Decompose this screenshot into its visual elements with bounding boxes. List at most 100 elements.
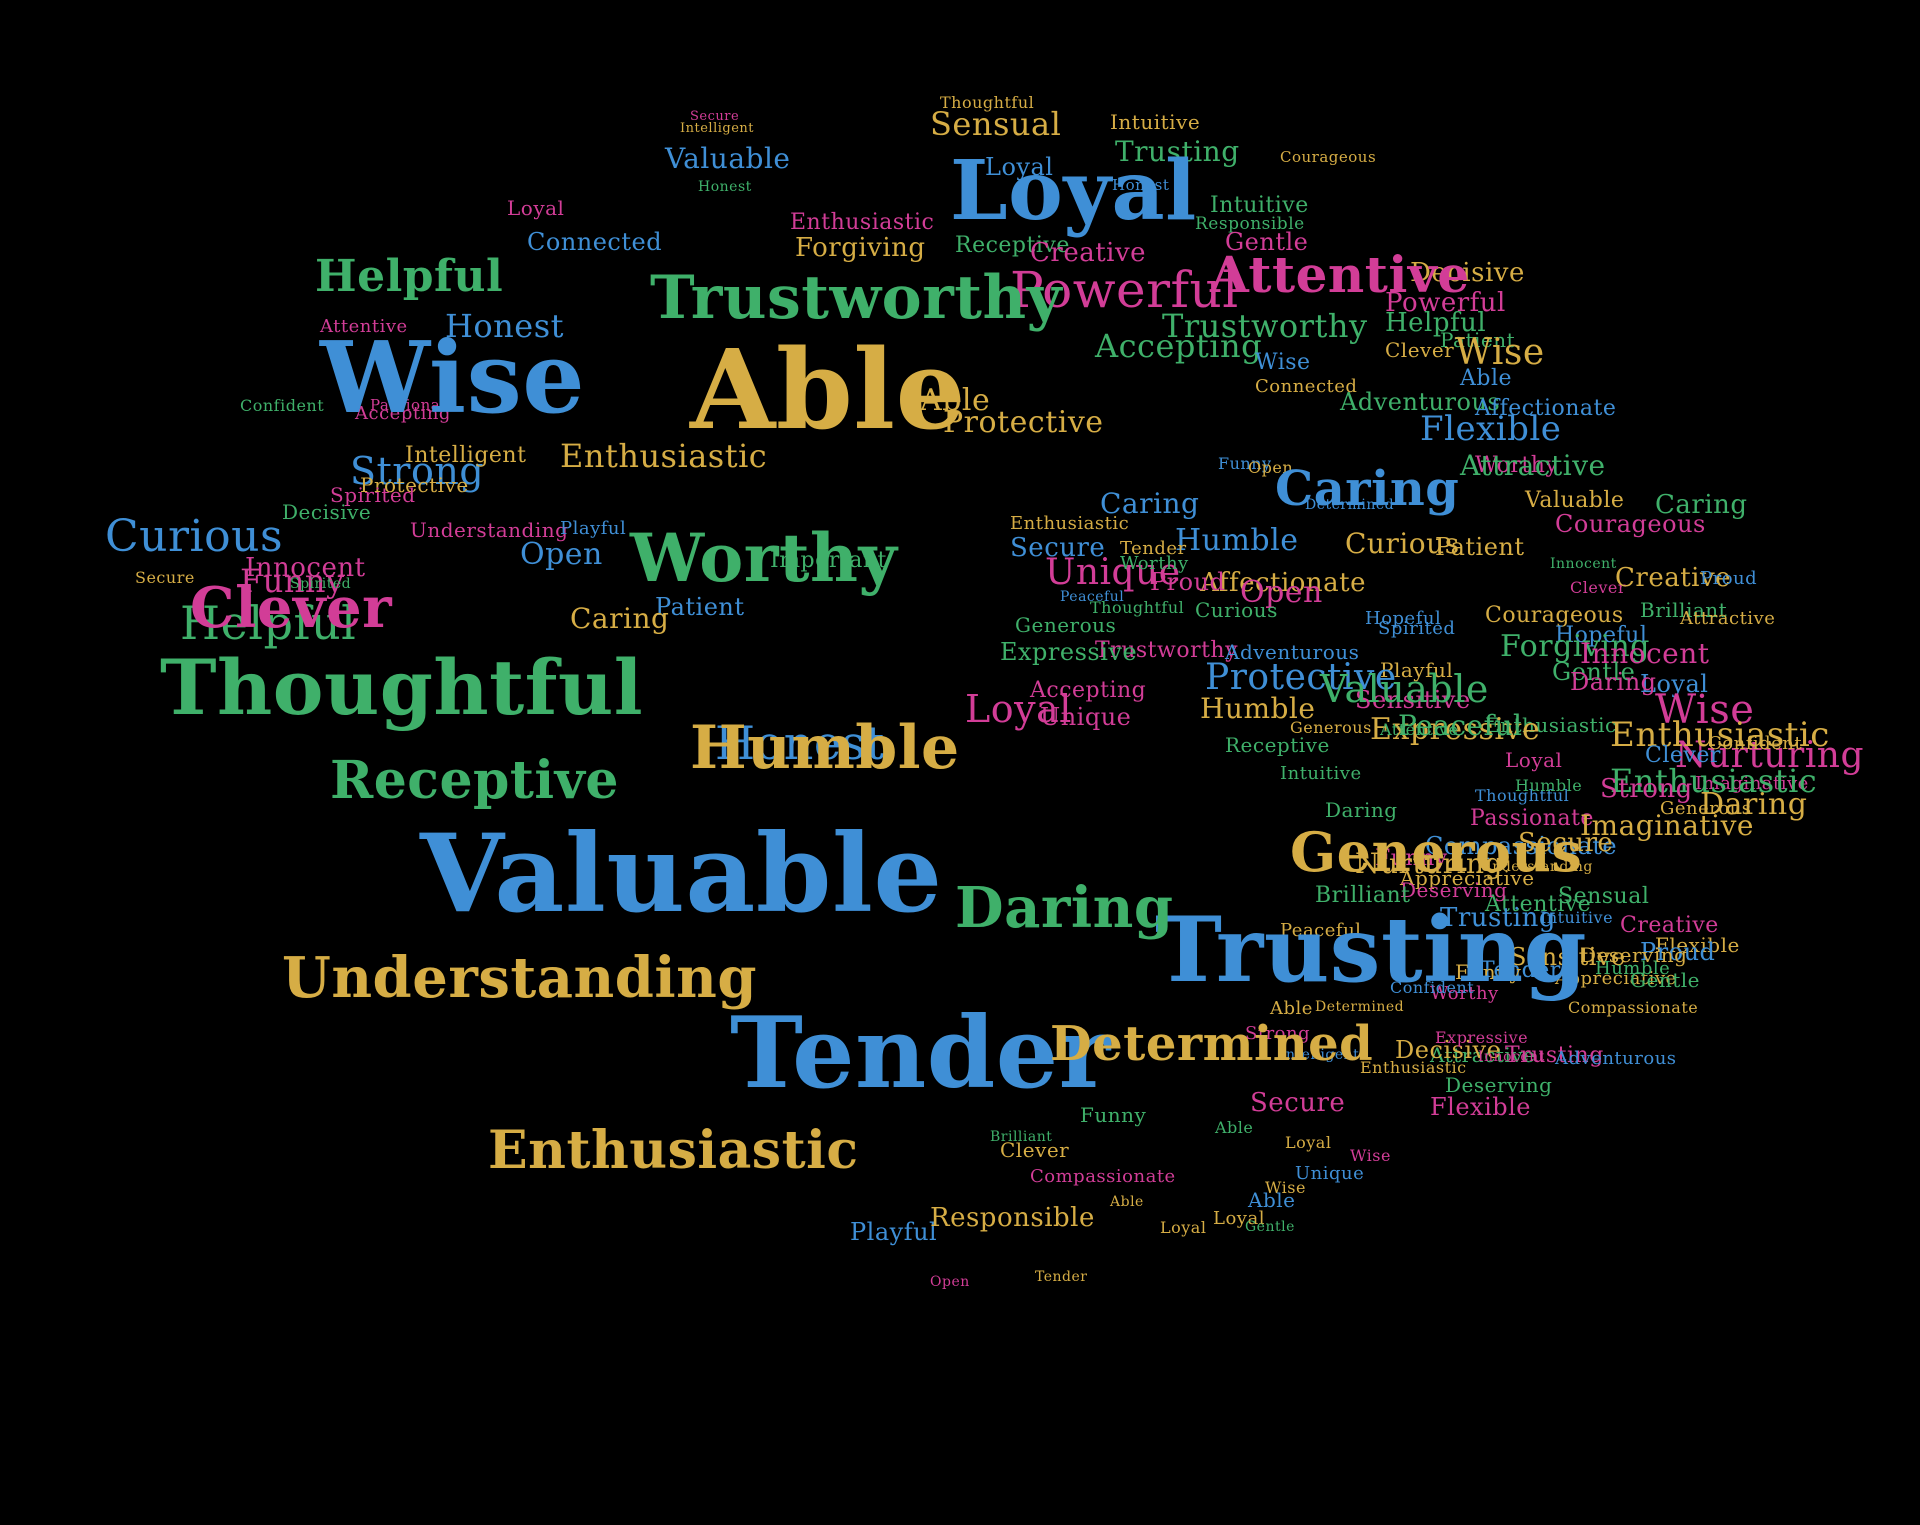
word-188: Loyal xyxy=(1213,1208,1265,1229)
word-10: Honest xyxy=(1112,176,1170,194)
word-146: Intuitive xyxy=(1540,908,1614,927)
word-104: Humble xyxy=(1200,692,1316,725)
word-84: Spirited xyxy=(1378,618,1456,639)
word-93: Hopeful xyxy=(1555,623,1648,648)
word-27: Honest xyxy=(445,307,564,345)
word-182: Loyal xyxy=(1285,1133,1332,1152)
word-166: Attractive xyxy=(1430,1043,1536,1067)
word-94: Forgiving xyxy=(1500,629,1650,664)
word-136: Nurturing xyxy=(1355,847,1503,880)
word-58: Patient xyxy=(1435,533,1525,561)
word-173: Adventurous xyxy=(1555,1048,1677,1069)
word-134: Compassionate xyxy=(1425,832,1618,860)
word-133: Humble xyxy=(1515,776,1583,795)
word-144: Trusting xyxy=(1440,903,1557,933)
word-127: Generous xyxy=(1660,798,1752,819)
word-145: Brilliant xyxy=(1315,883,1411,908)
word-109: Loyal xyxy=(965,687,1072,731)
word-159: Worthy xyxy=(1430,983,1499,1004)
word-175: Able xyxy=(1215,1118,1254,1137)
featured-word-8: Loyal xyxy=(950,143,1197,239)
word-103: Accepting xyxy=(1030,678,1147,703)
word-88: Caring xyxy=(570,602,670,635)
word-19: Receptive xyxy=(955,233,1070,258)
word-17: Enthusiastic xyxy=(790,210,935,235)
word-139: Appreciative xyxy=(1400,866,1535,890)
word-135: Funny xyxy=(1375,846,1448,871)
word-181: Clever xyxy=(1000,1138,1070,1162)
word-114: Imaginative xyxy=(1695,773,1809,794)
word-90: Thoughtful xyxy=(1090,598,1185,617)
word-11: Courageous xyxy=(1280,148,1377,166)
word-191: Open xyxy=(930,1274,970,1290)
word-179: Responsible xyxy=(930,1203,1095,1233)
word-45: Funny xyxy=(1218,454,1272,473)
word-68: Caring xyxy=(1655,490,1748,520)
word-81: Clever xyxy=(1570,578,1626,597)
word-129: Attentive xyxy=(1380,720,1459,739)
word-66: Curious xyxy=(105,511,284,562)
featured-word-17: Receptive xyxy=(330,750,619,811)
word-64: Affectionate xyxy=(1200,568,1367,598)
word-72: Courageous xyxy=(1555,510,1706,538)
word-170: Trusting xyxy=(1505,1043,1604,1068)
word-148: Peaceful xyxy=(1280,920,1362,941)
word-21: Powerful xyxy=(1010,261,1239,319)
word-122: Clever xyxy=(1645,743,1721,768)
word-108: Generous xyxy=(1290,718,1372,737)
word-41: Passionate xyxy=(370,396,457,414)
featured-word-9: Worthy xyxy=(630,519,898,597)
word-97: Curious xyxy=(1195,598,1278,622)
word-28: Attentive xyxy=(320,316,408,337)
word-61: Humble xyxy=(1175,523,1299,558)
featured-word-20: Caring xyxy=(1275,461,1460,517)
word-189: Gentle xyxy=(1245,1219,1295,1235)
featured-word-15: Daring xyxy=(955,875,1174,941)
featured-word-2: Wise xyxy=(320,321,586,436)
word-78: Patient xyxy=(655,593,745,621)
word-89: Peaceful xyxy=(1060,589,1125,605)
word-168: Expressive xyxy=(1435,1028,1529,1047)
word-69: Open xyxy=(1240,575,1323,610)
word-177: Brilliant xyxy=(990,1129,1053,1145)
word-62: Tender xyxy=(1120,538,1187,559)
word-2: Intelligent xyxy=(680,121,755,136)
word-77: Innocent xyxy=(245,553,366,583)
word-118: Enthusiastic xyxy=(1610,762,1818,800)
word-163: Strong xyxy=(1245,1023,1311,1044)
word-155: Compassionate xyxy=(1568,998,1699,1017)
word-96: Generous xyxy=(1015,613,1117,637)
word-23: Powerful xyxy=(1385,288,1506,318)
word-151: Deserving xyxy=(1580,943,1688,967)
word-156: Gentle xyxy=(1630,968,1700,992)
word-158: Funny xyxy=(1455,960,1522,984)
word-52: Decisive xyxy=(282,500,372,524)
word-30: Accepting xyxy=(1095,327,1263,365)
word-73: Funny xyxy=(240,562,345,600)
word-101: Protective xyxy=(1205,657,1397,698)
word-80: Important xyxy=(770,548,887,573)
word-20: Creative xyxy=(1030,238,1147,268)
word-29: Wise xyxy=(1455,332,1545,373)
word-79: Helpful xyxy=(180,596,357,650)
word-138: Imaginative xyxy=(1580,809,1755,842)
word-142: Understanding xyxy=(1480,859,1593,875)
word-44: Enthusiastic xyxy=(560,437,768,475)
word-147: Creative xyxy=(1620,913,1719,938)
word-130: Honest xyxy=(715,716,885,770)
word-120: Enthusiastic xyxy=(1485,713,1617,737)
word-51: Spirited xyxy=(330,483,416,507)
featured-word-13: Enthusiastic xyxy=(488,1120,859,1181)
word-107: Daring xyxy=(1570,668,1657,696)
word-55: Determined xyxy=(1305,497,1395,513)
word-76: Secure xyxy=(135,568,195,587)
word-91: Courageous xyxy=(1485,603,1624,628)
word-174: Secure xyxy=(1250,1088,1346,1118)
word-39: Worthy xyxy=(1475,453,1559,478)
featured-word-7: Trustworthy xyxy=(650,263,1062,333)
word-154: Appreciative xyxy=(1555,968,1677,989)
word-6: Sensual xyxy=(930,105,1062,143)
word-46: Open xyxy=(1248,458,1294,477)
word-187: Able xyxy=(1248,1188,1296,1212)
word-171: Deserving xyxy=(1445,1073,1553,1097)
